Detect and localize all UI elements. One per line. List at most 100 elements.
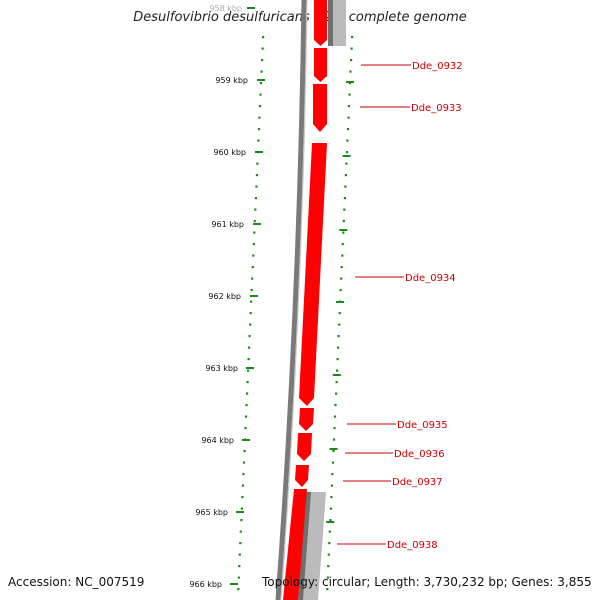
ruler-dot	[333, 427, 336, 430]
ruler-tick-minor	[339, 229, 348, 231]
gene-label[interactable]: Dde_0933	[411, 103, 462, 114]
ruler-dot	[259, 82, 263, 85]
ruler-dot	[250, 300, 253, 303]
ruler-dot	[331, 473, 334, 476]
ruler-tick-label: 966 kbp	[189, 580, 222, 589]
gene-shape-dde-0934[interactable]	[299, 143, 327, 406]
ruler-dot	[254, 208, 257, 211]
ruler-dot	[347, 105, 351, 108]
ruler-dot	[330, 484, 333, 487]
ruler-tick-major	[230, 583, 238, 585]
ruler-dot	[347, 116, 350, 119]
ruler-dot	[240, 519, 243, 522]
ruler-dot	[241, 484, 244, 487]
ruler-dot	[328, 530, 331, 533]
ruler-dot	[243, 450, 246, 453]
gene-shape-dde-0938[interactable]	[283, 489, 307, 600]
ruler-dot	[261, 59, 264, 62]
ruler-dot	[337, 346, 340, 349]
ruler-dot	[262, 36, 265, 39]
gene-label[interactable]: Dde_0932	[412, 61, 463, 72]
ruler-tick-minor	[342, 155, 351, 157]
ruler-dot	[348, 82, 352, 85]
ruler-dot	[336, 369, 339, 372]
ruler-dot	[245, 404, 248, 407]
ruler-dot	[343, 208, 346, 211]
ruler-ticks: 958 kbp 959 kbp 960 kbp 961 kbp 962 kbp 963 k…	[189, 4, 265, 589]
gene-shape-dde-0936[interactable]	[297, 433, 312, 461]
ruler-dot	[249, 312, 252, 315]
gene-shape-dde-0937[interactable]	[295, 465, 309, 487]
gene-shape-dde-0932[interactable]	[314, 48, 327, 82]
ruler-dot	[259, 93, 262, 96]
ruler-dot	[349, 70, 352, 73]
ruler-dot	[246, 392, 249, 395]
ruler-dot	[341, 243, 344, 246]
gene-label[interactable]: Dde_0936	[394, 449, 445, 460]
ruler-dot	[239, 542, 242, 545]
ruler-dot	[257, 139, 260, 142]
ruler-dot	[329, 519, 332, 522]
genome-backbone	[275, 0, 307, 600]
ruler-dot	[249, 323, 252, 326]
ruler-dot	[253, 220, 256, 223]
ruler-tick-label: 963 kbp	[205, 364, 238, 373]
ruler-dot	[342, 231, 345, 234]
ruler-dot	[251, 277, 254, 280]
ruler-dot	[237, 588, 240, 591]
map-title: Desulfovibrio desulfuricans G20, complet…	[133, 10, 467, 25]
ruler-dot	[326, 588, 329, 591]
ruler-tick-major	[247, 7, 255, 9]
ruler-dot	[260, 70, 263, 73]
genome-summary-text: Topology: circular; Length: 3,730,232 bp…	[262, 575, 592, 589]
ruler-dot	[337, 335, 340, 338]
ruler-dot	[237, 576, 240, 579]
ruler-dot	[242, 461, 246, 464]
ruler-tick-label: 960 kbp	[213, 148, 246, 157]
ruler-dot	[251, 266, 254, 269]
ruler-dot	[350, 47, 353, 50]
ruler-dot	[248, 335, 251, 338]
gene-label[interactable]: Dde_0937	[392, 477, 443, 488]
ruler-dot	[252, 254, 255, 257]
gene-shape-dde-0935[interactable]	[299, 408, 314, 431]
ruler-dot	[340, 266, 343, 269]
genome-backbone-highlight	[280, 0, 308, 600]
ruler-dot	[326, 576, 329, 579]
gene-shape-dde-0931[interactable]	[314, 0, 327, 46]
ruler-dot	[250, 289, 253, 292]
ruler-dot	[241, 496, 244, 499]
ruler-tick-label: 964 kbp	[201, 436, 234, 445]
ruler-dot	[238, 565, 241, 568]
ruler-dot	[342, 220, 345, 223]
ruler-dot	[244, 427, 247, 430]
ruler-dot	[239, 530, 242, 533]
ruler-tick-minor	[332, 374, 341, 376]
ruler-dot	[248, 346, 251, 349]
ruler-tick-label: 958 kbp	[209, 4, 242, 13]
ruler-dot	[331, 461, 335, 464]
ruler-tick-minor	[326, 521, 335, 523]
gene-shape-dde-0933[interactable]	[313, 84, 327, 132]
ruler-dot	[333, 415, 337, 418]
ruler-tick-major	[255, 151, 263, 153]
ruler-dot	[332, 450, 335, 453]
ruler-dot	[332, 438, 336, 441]
neighbor-gene-top[interactable]	[332, 0, 346, 46]
ruler-dot	[345, 162, 348, 165]
gene-label[interactable]: Dde_0935	[397, 420, 448, 431]
ruler-dot	[335, 381, 338, 384]
ruler-dot	[255, 174, 258, 177]
ruler-tick-major	[253, 223, 261, 225]
ruler-tick-major	[257, 79, 265, 81]
gene-label[interactable]: Dde_0934	[405, 273, 456, 284]
ruler-dot	[336, 358, 339, 361]
gene-label[interactable]: Dde_0938	[387, 540, 438, 551]
ruler-dot	[343, 197, 346, 200]
gene-labels: Dde_0932 Dde_0933 Dde_0934 Dde_0935 Dde_0936…	[337, 61, 463, 551]
ruler-dot	[255, 185, 258, 188]
ruler-dot	[340, 277, 343, 280]
neighbor-genes	[298, 0, 346, 600]
ruler-dot	[261, 47, 264, 50]
